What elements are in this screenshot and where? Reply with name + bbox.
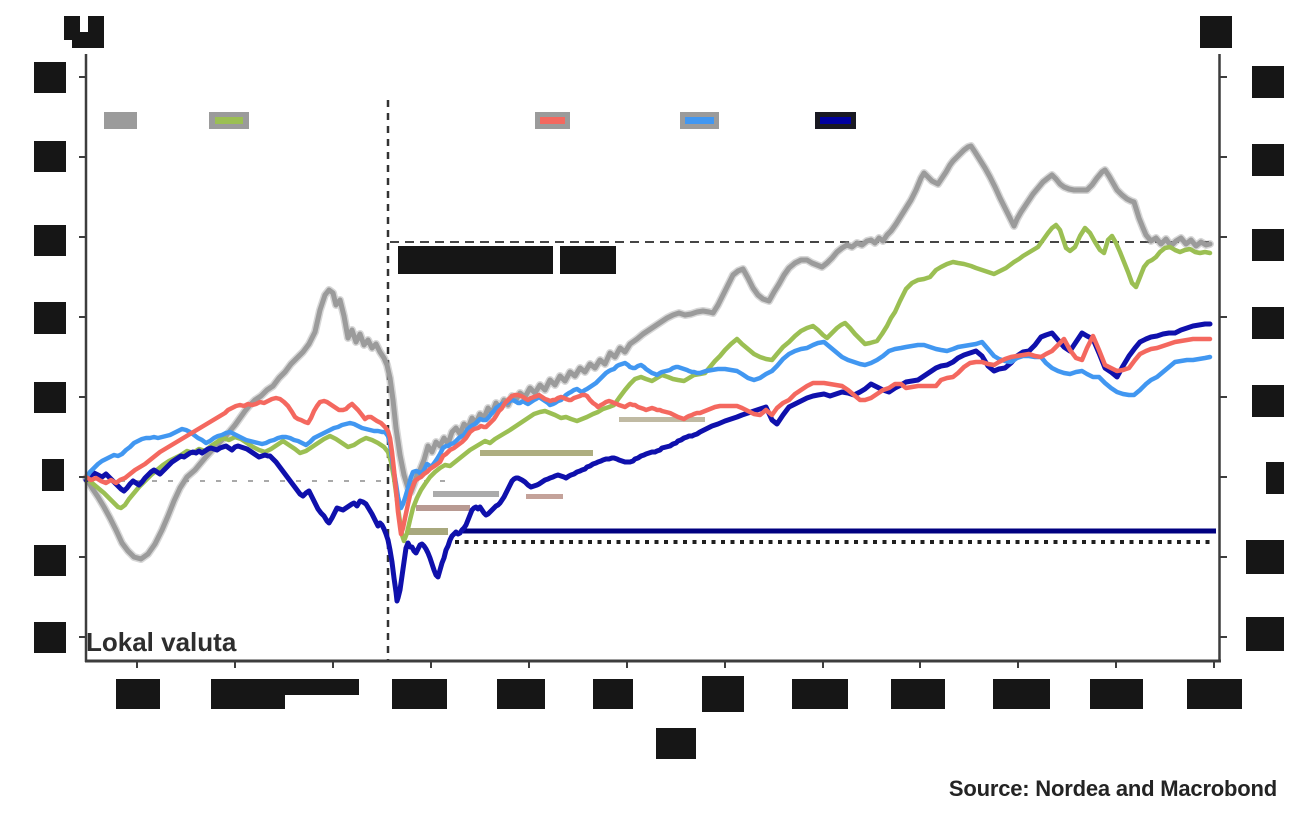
svg-text:Source: Nordea and Macrobond: Source: Nordea and Macrobond (949, 776, 1277, 801)
svg-text:Lokal valuta: Lokal valuta (86, 627, 237, 657)
